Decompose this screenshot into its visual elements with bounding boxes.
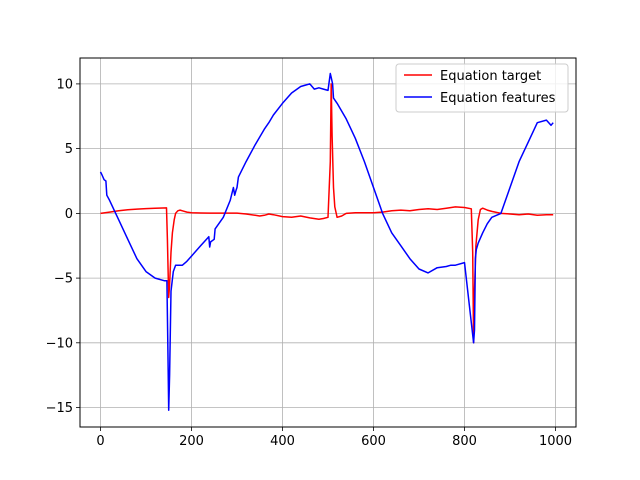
x-tick-label: 0 (96, 434, 104, 449)
legend-box (395, 63, 569, 113)
x-tick-label: 400 (270, 434, 295, 449)
y-tick-label: −15 (46, 401, 73, 416)
y-tick-label: 5 (65, 142, 73, 157)
legend: Equation target Equation features (395, 63, 569, 113)
series-layer (99, 72, 554, 411)
equation-features-line (99, 72, 554, 411)
axis-ticks: 0 200 400 600 800 1000 −15 −10 −5 0 5 10 (46, 77, 572, 449)
x-tick-label: 200 (179, 434, 204, 449)
plot-frame (79, 57, 577, 428)
x-tick-label: 800 (452, 434, 477, 449)
y-tick-label: 10 (56, 77, 73, 92)
y-tick-label: 0 (65, 207, 73, 222)
y-tick-label: −10 (46, 336, 73, 351)
x-tick-label: 1000 (539, 434, 572, 449)
legend-label-equation-target: Equation target (440, 69, 541, 84)
y-tick-label: −5 (54, 272, 73, 287)
legend-label-equation-features: Equation features (440, 91, 556, 106)
x-tick-label: 600 (361, 434, 386, 449)
